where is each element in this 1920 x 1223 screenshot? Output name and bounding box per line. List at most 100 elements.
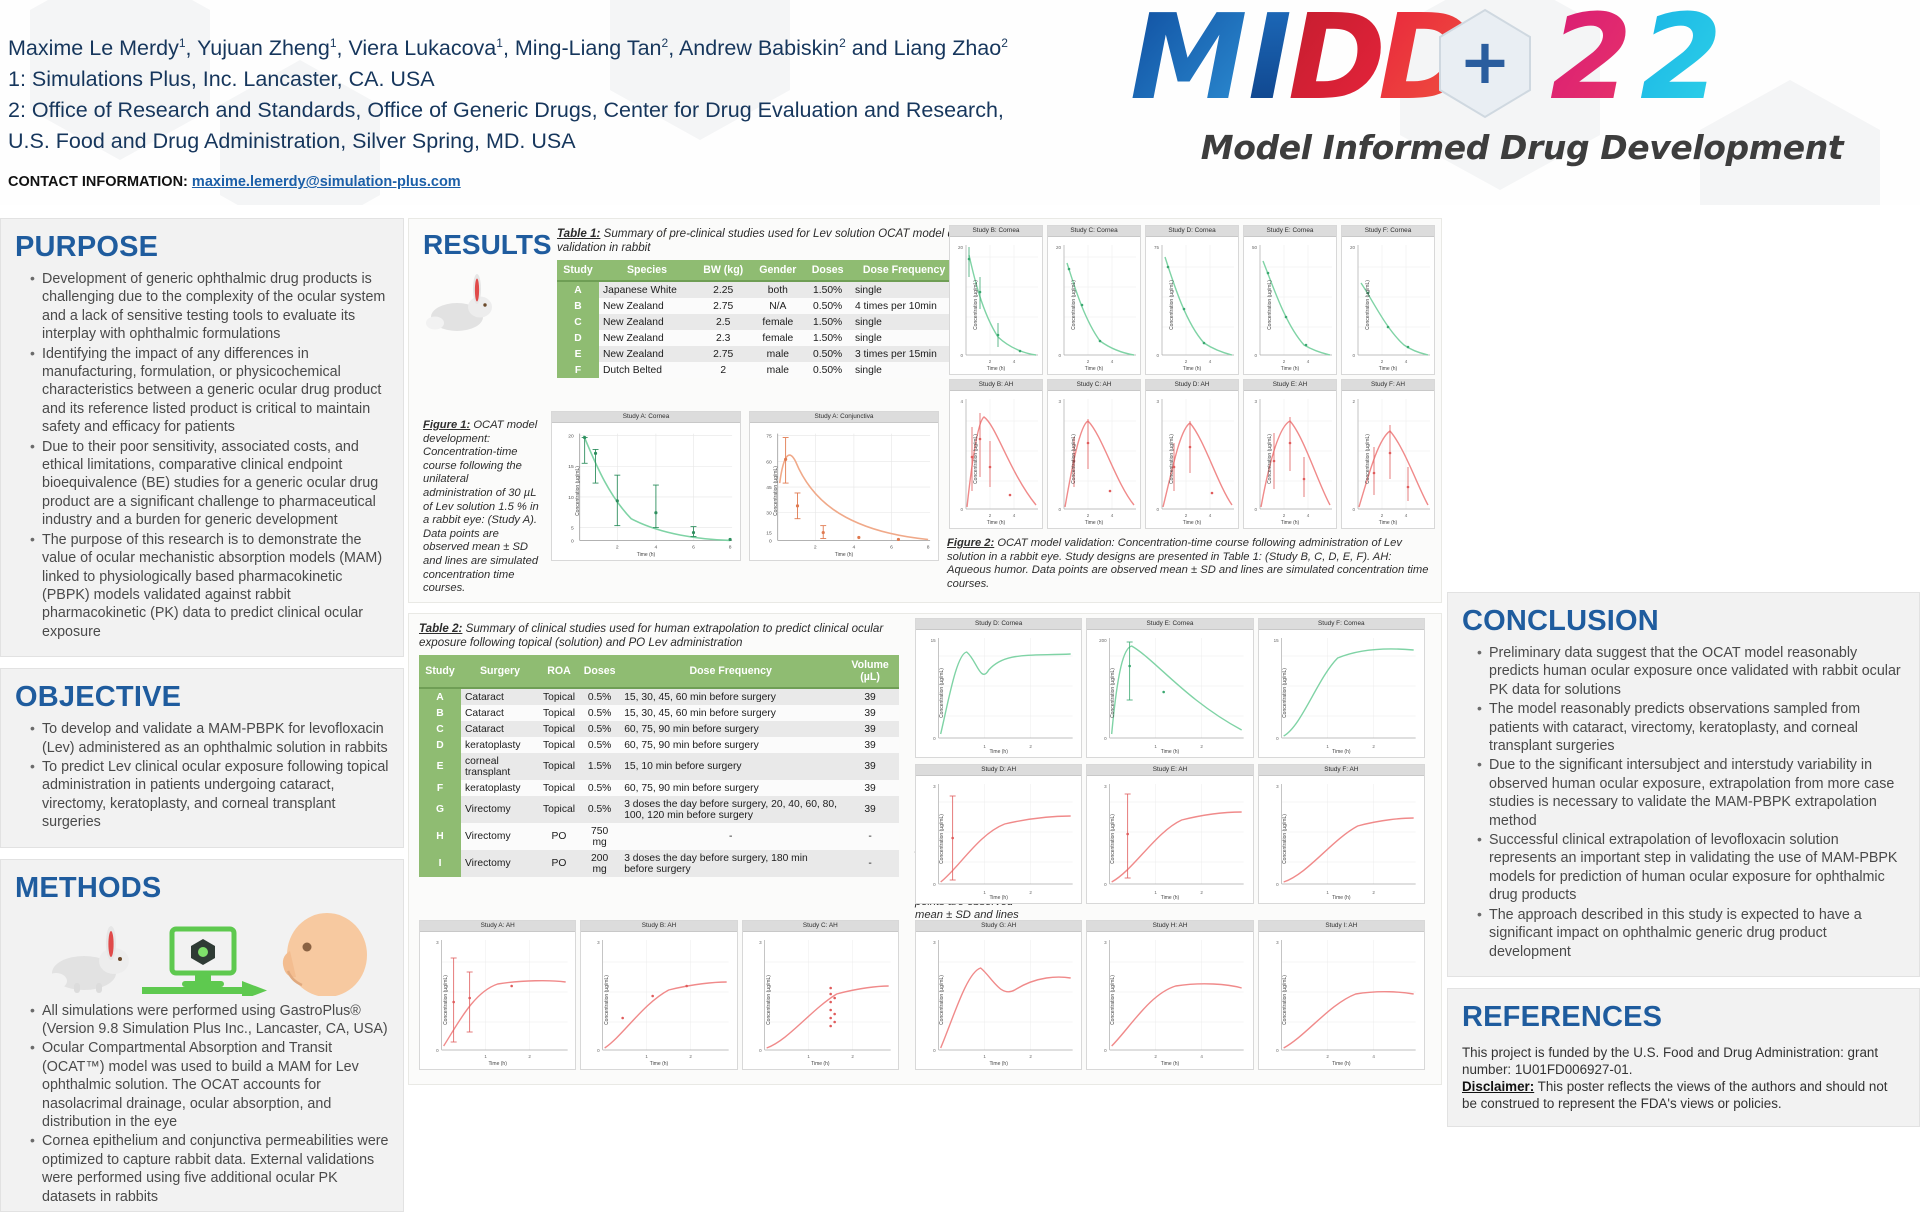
- table2-body: A Cataract Topical 0.5% 15, 30, 45, 60 min b…: [419, 688, 899, 877]
- svg-text:15: 15: [766, 531, 772, 537]
- hexagon-background-pattern: [0, 0, 1920, 205]
- chart-study-c-cornea: Study C: Cornea Concentration (µg/mL) 20…: [1047, 225, 1141, 375]
- svg-text:0: 0: [571, 538, 574, 544]
- chart-title: Study A: AH: [420, 921, 576, 932]
- chart-title: Study D: AH: [1146, 380, 1238, 391]
- list-item: The purpose of this research is to demon…: [30, 530, 389, 641]
- results-panel-bottom: Table 2: Summary of clinical studies use…: [408, 613, 1442, 1085]
- list-item: Identifying the impact of any difference…: [30, 344, 389, 437]
- authors-line: Maxime Le Merdy1, Yujuan Zheng1, Viera L…: [8, 36, 1008, 61]
- svg-text:3: 3: [933, 784, 936, 789]
- logo-plus-symbol: +: [1459, 25, 1511, 98]
- conclusion-title: CONCLUSION: [1462, 605, 1659, 637]
- svg-text:4: 4: [1372, 1054, 1375, 1059]
- svg-text:15: 15: [1273, 638, 1279, 643]
- chart-y-axis-label: Concentration (µg/mL): [972, 279, 979, 330]
- objective-panel: OBJECTIVE To develop and validate a MAM-…: [0, 668, 404, 848]
- svg-text:2: 2: [1087, 513, 1090, 518]
- svg-text:2: 2: [1201, 890, 1204, 895]
- table-row: I Virectomy PO 200 mg 3 doses the day before…: [419, 850, 899, 877]
- figure2-text: OCAT model validation: Concentration-tim…: [947, 537, 1429, 590]
- column-header: BW (kg): [695, 260, 752, 282]
- chart-title: Study F: Cornea: [1258, 619, 1424, 630]
- svg-text:4: 4: [1111, 513, 1114, 518]
- chart-x-axis-label: Time (h): [986, 366, 1006, 372]
- contact-information: CONTACT INFORMATION: maxime.lemerdy@simu…: [8, 174, 461, 190]
- midd-logo-subtitle: Model Informed Drug Development: [1200, 128, 1844, 167]
- svg-text:1: 1: [646, 1054, 649, 1059]
- svg-text:2: 2: [1372, 890, 1375, 895]
- column-header: Study: [419, 655, 461, 689]
- chart-x-axis-label: Time (h): [1332, 895, 1351, 901]
- methods-diagram: [15, 911, 389, 1000]
- table-row: H Virectomy PO 750 mg - -: [419, 823, 899, 850]
- svg-text:3: 3: [1156, 399, 1159, 404]
- chart-y-axis-label: Concentration (µg/mL): [938, 974, 945, 1025]
- contact-label: CONTACT INFORMATION:: [8, 174, 188, 190]
- svg-text:0: 0: [1058, 353, 1061, 358]
- contact-email-link[interactable]: maxime.lemerdy@simulation-plus.com: [191, 174, 461, 190]
- svg-text:4: 4: [1209, 513, 1212, 518]
- chart-study-e-cornea: Study E: Cornea Concentration (µg/mL) 50…: [1243, 225, 1337, 375]
- chart-title: Study E: AH: [1087, 765, 1253, 776]
- list-item: To develop and validate a MAM-PBPK for l…: [30, 719, 389, 757]
- conclusion-bullet-list: Preliminary data suggest that the OCAT m…: [1462, 643, 1905, 961]
- column-header: Doses: [804, 260, 851, 282]
- list-item: The model reasonably predicts observatio…: [1477, 699, 1905, 755]
- svg-text:3: 3: [1276, 940, 1279, 945]
- chart-x-axis-label: Time (h): [1160, 895, 1180, 901]
- chart-x-axis-label: Time (h): [1160, 1061, 1180, 1067]
- svg-text:10: 10: [568, 495, 574, 501]
- chart-x-axis-label: Time (h): [1378, 366, 1398, 372]
- chart-x-axis-label: Time (h): [1332, 749, 1351, 755]
- svg-text:20: 20: [568, 434, 574, 440]
- svg-text:2: 2: [1029, 1054, 1032, 1059]
- chart-f4-study-e-cornea: Study E: Cornea Concentration (µg/mL) 20…: [1086, 618, 1254, 758]
- svg-text:2: 2: [1640, 0, 1722, 120]
- svg-text:1: 1: [983, 744, 986, 749]
- svg-text:1: 1: [484, 1054, 487, 1059]
- affiliation-2-line1: 2: Office of Research and Standards, Off…: [8, 98, 1004, 123]
- svg-text:3: 3: [597, 940, 600, 945]
- chart-title: Study D: AH: [916, 765, 1082, 776]
- disclaimer-statement: Disclaimer: This poster reflects the vie…: [1462, 1078, 1905, 1112]
- svg-text:1: 1: [807, 1054, 810, 1059]
- svg-text:2: 2: [1185, 359, 1188, 364]
- conclusion-panel: CONCLUSION Preliminary data suggest that…: [1447, 592, 1920, 977]
- chart-title: Study F: AH: [1342, 380, 1434, 391]
- svg-text:0: 0: [1254, 353, 1257, 358]
- column-header: Volume (µL): [841, 655, 899, 689]
- svg-text:3: 3: [436, 940, 439, 945]
- chart-title: Study C: Cornea: [1048, 226, 1140, 237]
- chart-y-axis-label: Concentration (µg/mL): [1281, 667, 1288, 718]
- figure1-text: OCAT model development: Concentration-ti…: [423, 419, 539, 595]
- affiliation-1: 1: Simulations Plus, Inc. Lancaster, CA.…: [8, 67, 435, 92]
- chart-x-axis-label: Time (h): [989, 749, 1008, 755]
- svg-text:45: 45: [766, 485, 772, 491]
- chart-f5-study-h-ah: Study H: AH Concentration (µg/mL) 3 0 2 4 T…: [1086, 920, 1254, 1070]
- chart-y-axis-label: Concentration (µg/mL): [1110, 813, 1117, 864]
- chart-title: Study B: AH: [581, 921, 737, 932]
- svg-text:2: 2: [989, 513, 992, 518]
- svg-text:30: 30: [766, 511, 772, 517]
- figure2-caption: Figure 2: OCAT model validation: Concent…: [947, 537, 1435, 591]
- chart-x-axis-label: Time (h): [1182, 520, 1202, 526]
- chart-f5-study-i-ah: Study I: AH Concentration (µg/mL) 3 0 2 4 T…: [1257, 920, 1425, 1070]
- chart-title: Study D: Cornea: [916, 619, 1082, 630]
- chart-title: Study D: Cornea: [1146, 226, 1238, 237]
- table-row: A Cataract Topical 0.5% 15, 30, 45, 60 min b…: [419, 688, 899, 705]
- list-item: Ocular Compartmental Absorption and Tran…: [30, 1038, 389, 1131]
- list-item: To predict Lev clinical ocular exposure …: [30, 757, 389, 832]
- figure2-ah-row: Study B: AH Concentration (µg/mL) 4 0 2 4 T…: [949, 379, 1435, 529]
- figure5-ah-row: Study G: AH Concentration (µg/mL) 3 0 1 2 T…: [915, 920, 1425, 1070]
- svg-text:6: 6: [890, 544, 893, 550]
- chart-x-axis-label: Time (h): [1084, 520, 1104, 526]
- chart-y-axis-label: Concentration (µg/mL): [1168, 279, 1175, 330]
- svg-text:0: 0: [1104, 736, 1107, 741]
- column-header: ROA: [538, 655, 580, 689]
- chart-x-axis-label: Time (h): [1084, 366, 1104, 372]
- column-header: Doses: [579, 655, 621, 689]
- table1: Study Species BW (kg) Gender Doses Dose …: [557, 260, 1037, 378]
- svg-text:4: 4: [1013, 513, 1016, 518]
